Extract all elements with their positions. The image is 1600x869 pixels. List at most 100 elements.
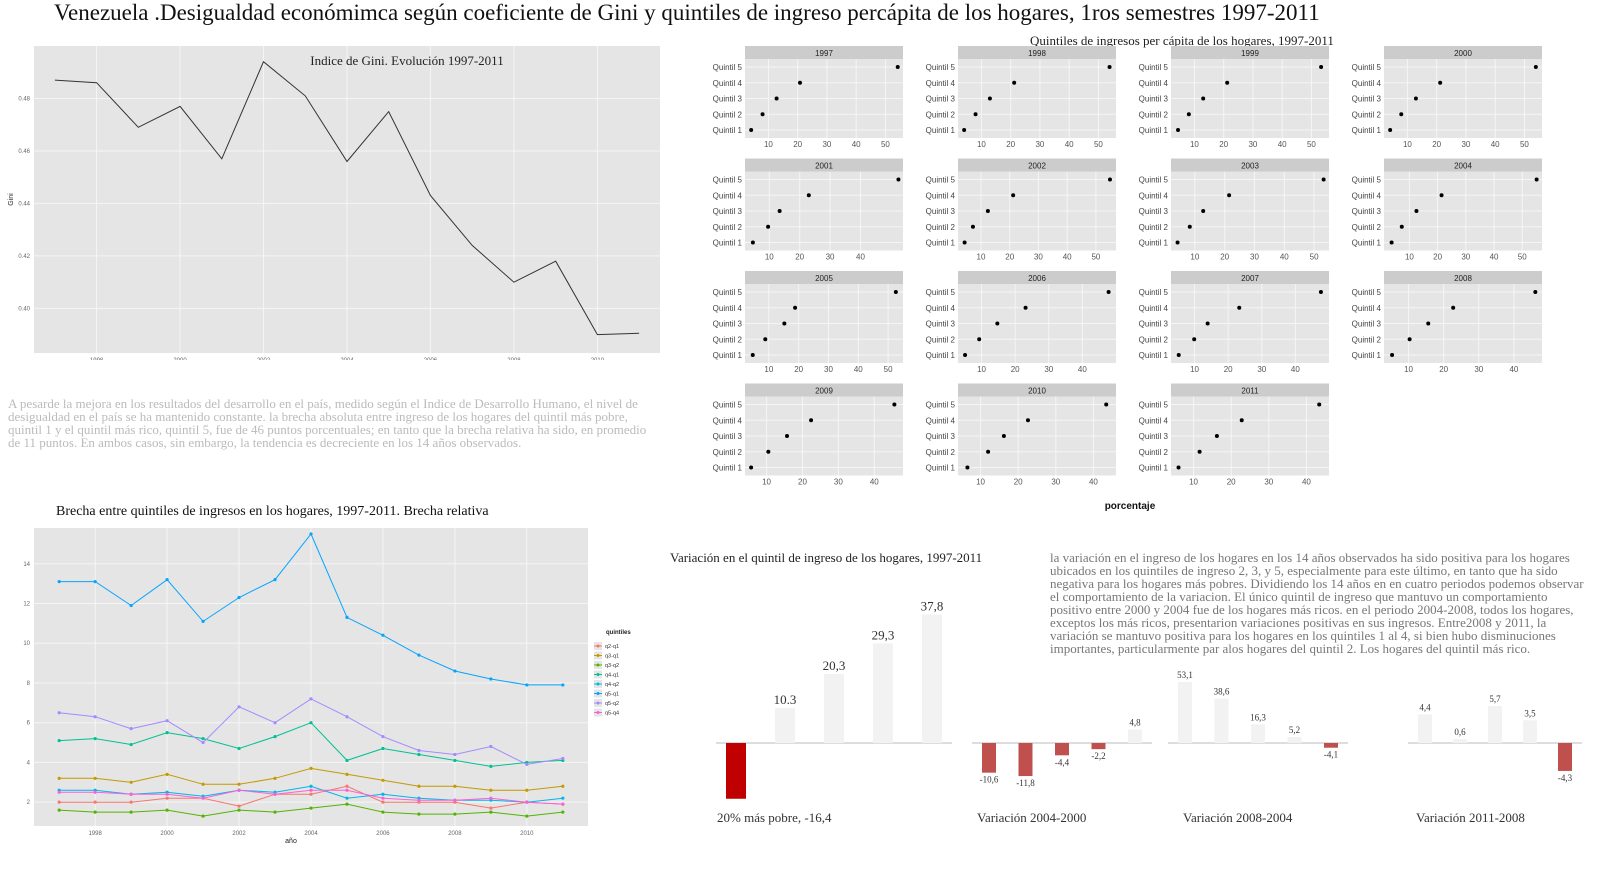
facet-x-tick-label: 10: [976, 478, 985, 487]
facet-strip-label-2002: 2002: [1028, 162, 1046, 171]
variacion-bar: [1251, 724, 1265, 743]
facet-point: [1201, 209, 1206, 213]
brecha-point-q2-q1: [129, 800, 133, 804]
gini-chart-title: Indice de Gini. Evolución 1997-2011: [310, 53, 503, 68]
variacion-bar: [1523, 720, 1537, 743]
brecha-legend-entry: q4-q1: [605, 673, 619, 679]
facet-x-tick-label: 30: [1257, 365, 1266, 374]
facet-x-tick-label: 40: [1063, 253, 1072, 262]
facet-strip-label-2005: 2005: [815, 274, 833, 283]
quintiles-x-axis-label: porcentaje: [1105, 501, 1156, 512]
facet-x-tick-label: 20: [793, 140, 802, 149]
facet-x-tick-label: 40: [854, 365, 863, 374]
facet-y-tick-label: Quintil 2: [1352, 110, 1382, 119]
facet-y-tick-label: Quintil 4: [713, 79, 743, 88]
brecha-point-q4-q1: [309, 721, 313, 725]
variacion-data-label: -2,2: [1091, 751, 1105, 761]
facet-y-tick-label: Quintil 3: [926, 207, 956, 216]
brecha-point-q4-q2: [381, 792, 385, 796]
facet-x-tick-label: 10: [765, 253, 774, 262]
facet-y-tick-label: Quintil 1: [926, 464, 956, 473]
facet-y-tick-label: Quintil 5: [713, 401, 743, 410]
facet-point: [1399, 224, 1404, 229]
facet-strip: [958, 271, 1116, 284]
facet-strip: [745, 383, 903, 397]
legend-key-point: [596, 673, 600, 676]
facet-strip-label-2010: 2010: [1028, 387, 1046, 396]
facet-point: [1451, 305, 1456, 310]
brecha-point-q4-q2: [561, 796, 565, 800]
facet-y-tick-label: Quintil 4: [926, 416, 956, 425]
facet-point: [1176, 353, 1181, 357]
facet-x-tick-label: 40: [1278, 140, 1287, 149]
brecha-point-q4-q1: [165, 731, 169, 735]
brecha-legend-entry: q5-q4: [605, 711, 619, 717]
brecha-point-q5-q1: [201, 619, 205, 623]
brecha-point-q5-q4: [93, 790, 97, 794]
brecha-point-q3-q1: [93, 776, 97, 780]
facet-point: [973, 112, 978, 117]
facet-x-tick-label: 30: [824, 365, 833, 374]
facet-x-tick-label: 50: [884, 365, 893, 374]
facet-y-tick-label: Quintil 1: [713, 126, 743, 135]
facet-point: [798, 80, 803, 85]
brecha-point-q3-q1: [525, 788, 529, 792]
facet-x-tick-label: 50: [1518, 253, 1527, 262]
facet-y-tick-label: Quintil 4: [1139, 79, 1169, 88]
brecha-point-q5-q2: [201, 740, 205, 745]
facet-y-tick-label: Quintil 5: [713, 176, 743, 185]
variacion-data-label: 5,2: [1289, 725, 1300, 735]
facet-strip-label-2009: 2009: [815, 387, 833, 396]
brecha-point-q3-q2: [309, 806, 313, 810]
brecha-legend-entry: q5-q1: [605, 692, 619, 698]
facet-y-tick-label: Quintil 2: [1139, 448, 1169, 457]
facet-strip: [745, 158, 903, 172]
facet-x-tick-label: 10: [1190, 140, 1199, 149]
facet-point: [763, 337, 768, 342]
brecha-point-q5-q4: [309, 788, 313, 792]
legend-key-point: [596, 654, 600, 657]
facet-y-tick-label: Quintil 4: [713, 191, 743, 200]
facet-strip: [745, 46, 903, 59]
brecha-point-q5-q1: [561, 683, 565, 687]
brecha-point-q3-q1: [309, 766, 313, 770]
brecha-point-q5-q2: [93, 715, 97, 719]
brecha-legend-entry: q3-q2: [605, 663, 619, 669]
facet-y-tick-label: Quintil 1: [713, 464, 743, 473]
facet-x-tick-label: 20: [1432, 140, 1441, 149]
brecha-point-q2-q1: [345, 784, 349, 788]
facet-x-tick-label: 10: [1403, 140, 1412, 149]
variacion-bar: [1558, 743, 1572, 771]
brecha-point-q5-q1: [417, 653, 421, 657]
legend-key-point: [596, 711, 600, 714]
facet-y-tick-label: Quintil 4: [1352, 79, 1382, 88]
facet-x-tick-label: 20: [1219, 140, 1228, 149]
brecha-point-q5-q1: [273, 578, 277, 582]
gini-x-tick-label: 2000: [173, 358, 187, 360]
facet-point: [1533, 65, 1538, 69]
facet-y-tick-label: Quintil 1: [926, 239, 956, 248]
facet-x-tick-label: 10: [1189, 478, 1198, 487]
variacion-data-label: 4,8: [1129, 718, 1141, 728]
facet-point: [1187, 224, 1192, 229]
brecha-point-q3-q1: [57, 776, 61, 780]
facet-point: [1321, 177, 1326, 182]
variacion-data-label: 4,4: [1419, 702, 1431, 712]
brecha-point-q4-q1: [57, 738, 61, 743]
facet-x-tick-label: 30: [1250, 253, 1259, 262]
brecha-point-q2-q1: [309, 792, 313, 796]
facet-point: [1438, 80, 1443, 85]
brecha-point-q3-q1: [201, 782, 205, 786]
facet-point: [806, 193, 811, 198]
brecha-point-q4-q1: [273, 735, 277, 739]
brecha-point-q2-q1: [489, 806, 493, 810]
facet-strip-label-2004: 2004: [1454, 162, 1472, 171]
facet-x-tick-label: 40: [1509, 365, 1518, 374]
facet-point: [892, 402, 897, 407]
facet-y-tick-label: Quintil 5: [1352, 176, 1382, 185]
variacion-bar: [775, 707, 795, 743]
variacion-bar: [982, 743, 996, 773]
facet-y-tick-label: Quintil 3: [713, 432, 743, 441]
brecha-x-tick-label: 2010: [520, 831, 534, 837]
brecha-y-tick-label: 6: [27, 721, 31, 727]
